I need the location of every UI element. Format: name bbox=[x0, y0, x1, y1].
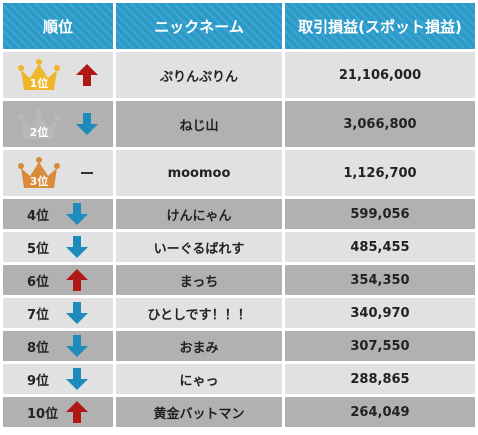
arrow-down-icon bbox=[65, 301, 89, 325]
arrow-down-icon bbox=[65, 334, 89, 358]
profit-cell: 485,455 bbox=[285, 232, 475, 262]
no-change-icon bbox=[75, 161, 99, 185]
rank-cell: 8位 bbox=[3, 331, 113, 361]
arrow-down-icon bbox=[65, 235, 89, 259]
profit-cell: 3,066,800 bbox=[285, 101, 475, 147]
rank-label: 10位 bbox=[27, 406, 59, 422]
profit-cell: 354,350 bbox=[285, 265, 475, 295]
rank-cell: 4位 bbox=[3, 199, 113, 229]
silver-crown-icon: 2位 bbox=[17, 107, 61, 141]
arrow-up-icon bbox=[75, 63, 99, 87]
rank-cell: 5位 bbox=[3, 232, 113, 262]
rank-cell: 9位 bbox=[3, 364, 113, 394]
rank-cell: 3位 bbox=[3, 150, 113, 196]
table-row: 2位 ねじ山 3,066,800 bbox=[3, 101, 475, 147]
table-row: 5位 いーぐるばれす 485,455 bbox=[3, 232, 475, 262]
profit-cell: 288,865 bbox=[285, 364, 475, 394]
rank-cell: 1位 bbox=[3, 52, 113, 98]
nickname-cell: にゃっ bbox=[116, 364, 282, 394]
table-row: 1位 ぷりんぷりん 21,106,000 bbox=[3, 52, 475, 98]
header-nickname: ニックネーム bbox=[116, 3, 282, 49]
bronze-crown-icon: 3位 bbox=[17, 156, 61, 190]
table-row: 7位 ひとしです！！！ 340,970 bbox=[3, 298, 475, 328]
rank-cell: 10位 bbox=[3, 397, 113, 427]
arrow-down-icon bbox=[75, 112, 99, 136]
arrow-up-icon bbox=[65, 268, 89, 292]
rank-cell: 6位 bbox=[3, 265, 113, 295]
table-row: 6位 まっち 354,350 bbox=[3, 265, 475, 295]
nickname-cell: おまみ bbox=[116, 331, 282, 361]
gold-crown-icon: 1位 bbox=[17, 58, 61, 92]
rank-label: 9位 bbox=[27, 373, 50, 389]
rank-label: 5位 bbox=[27, 241, 50, 257]
table-row: 8位 おまみ 307,550 bbox=[3, 331, 475, 361]
header-row: 順位 ニックネーム 取引損益(スポット損益) bbox=[3, 3, 475, 49]
profit-cell: 21,106,000 bbox=[285, 52, 475, 98]
header-rank: 順位 bbox=[3, 3, 113, 49]
rank-label: 3位 bbox=[29, 175, 49, 188]
rank-cell: 7位 bbox=[3, 298, 113, 328]
rank-label: 1位 bbox=[29, 77, 49, 90]
table-row: 4位 けんにゃん 599,056 bbox=[3, 199, 475, 229]
nickname-cell: ひとしです！！！ bbox=[116, 298, 282, 328]
nickname-cell: ぷりんぷりん bbox=[116, 52, 282, 98]
arrow-down-icon bbox=[65, 367, 89, 391]
rank-label: 8位 bbox=[27, 340, 50, 356]
ranking-rows: 1位 ぷりんぷりん 21,106,000 2位 ねじ山 3,066,800 3位 moomoo… bbox=[3, 52, 475, 427]
table-row: 3位 moomoo 1,126,700 bbox=[3, 150, 475, 196]
table-row: 10位 黄金バットマン 264,049 bbox=[3, 397, 475, 427]
table-row: 9位 にゃっ 288,865 bbox=[3, 364, 475, 394]
rank-label: 2位 bbox=[29, 126, 49, 139]
profit-cell: 307,550 bbox=[285, 331, 475, 361]
nickname-cell: 黄金バットマン bbox=[116, 397, 282, 427]
nickname-cell: いーぐるばれす bbox=[116, 232, 282, 262]
arrow-down-icon bbox=[65, 202, 89, 226]
rank-label: 4位 bbox=[27, 208, 50, 224]
header-profit: 取引損益(スポット損益) bbox=[285, 3, 475, 49]
nickname-cell: けんにゃん bbox=[116, 199, 282, 229]
rank-label: 7位 bbox=[27, 307, 50, 323]
nickname-cell: ねじ山 bbox=[116, 101, 282, 147]
nickname-cell: moomoo bbox=[116, 150, 282, 196]
profit-cell: 599,056 bbox=[285, 199, 475, 229]
arrow-up-icon bbox=[65, 400, 89, 424]
nickname-cell: まっち bbox=[116, 265, 282, 295]
profit-cell: 1,126,700 bbox=[285, 150, 475, 196]
rank-label: 6位 bbox=[27, 274, 50, 290]
rank-cell: 2位 bbox=[3, 101, 113, 147]
profit-cell: 340,970 bbox=[285, 298, 475, 328]
profit-cell: 264,049 bbox=[285, 397, 475, 427]
